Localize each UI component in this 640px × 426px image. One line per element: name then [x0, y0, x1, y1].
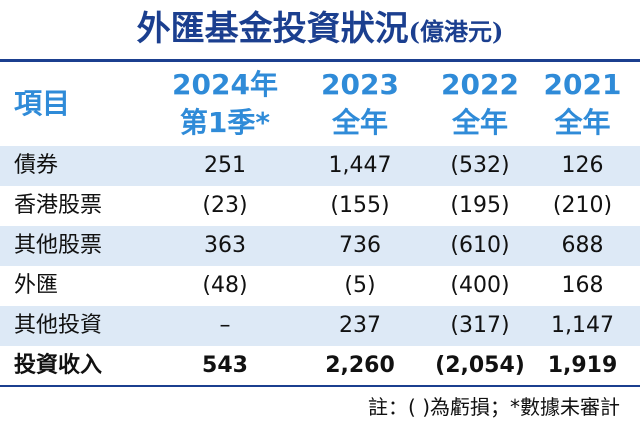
column-header-2022: 2022 全年 [420, 66, 540, 142]
column-header-2024q1: 2024年第1季* [155, 66, 295, 142]
cell-2022: (400) [450, 273, 510, 298]
column-header-2022-line1: 2022 [441, 68, 519, 101]
cell-2023: 1,447 [328, 153, 392, 178]
column-header-2023-line1: 2023 [321, 68, 399, 101]
cell-2023: (155) [330, 193, 390, 218]
cell-2024q1: 251 [204, 153, 246, 178]
cell-2022: (532) [450, 153, 510, 178]
cell-2022: (610) [450, 233, 510, 258]
table-row: 香港股票 (23) (155) (195) (210) [0, 186, 640, 226]
column-header-2022-line2: 全年 [451, 106, 508, 139]
unit-text: (億港元) [408, 17, 504, 46]
column-header-item-text: 項目 [14, 87, 71, 120]
bottom-rule [0, 385, 640, 387]
title-text: 外匯基金投資狀況 [136, 9, 409, 49]
header-band [0, 62, 640, 144]
cell-2021: 168 [561, 273, 604, 298]
table-row: 債券 251 1,447 (532) 126 [0, 146, 640, 186]
cell-2021: 1,147 [551, 313, 614, 338]
table-row-total: 投資收入 543 2,260 (2,054) 1,919 [0, 346, 640, 386]
column-header-2023-line2: 全年 [331, 106, 388, 139]
top-rule [0, 59, 640, 62]
cell-2023: 736 [339, 233, 381, 258]
row-label: 投資收入 [14, 353, 103, 378]
cell-2021: 126 [561, 153, 604, 178]
table-title: 外匯基金投資狀況(億港元) [0, 4, 640, 54]
cell-2024q1: 363 [204, 233, 246, 258]
row-label: 其他股票 [14, 233, 103, 258]
footnote: 註：( )為虧損；*數據未審計 [368, 395, 620, 419]
cell-2021: 688 [561, 233, 604, 258]
table-row: 其他股票 363 736 (610) 688 [0, 226, 640, 266]
cell-2023: 2,260 [325, 353, 395, 378]
cell-2024q1: – [219, 313, 231, 338]
cell-2024q1: (48) [202, 273, 248, 298]
row-label: 債券 [14, 153, 59, 178]
column-header-2024q1-line1: 2024年 [172, 68, 278, 101]
cell-2021: 1,919 [547, 353, 618, 378]
column-header-2021-line1: 2021 [543, 68, 622, 101]
cell-2024q1: (23) [202, 193, 248, 218]
cell-2024q1: 543 [202, 353, 248, 378]
cell-2022: (2,054) [435, 353, 525, 378]
cell-2022: (317) [450, 313, 510, 338]
column-header-2023: 2023 全年 [300, 66, 420, 142]
cell-2023: (5) [344, 273, 376, 298]
cell-2022: (195) [450, 193, 510, 218]
column-header-2024q1-line2: 第1季* [179, 106, 271, 139]
row-label: 香港股票 [14, 193, 103, 218]
column-header-2021: 2021 全年 [525, 66, 640, 142]
cell-2023: 237 [339, 313, 381, 338]
table-row: 其他投資 – 237 (317) 1,147 [0, 306, 640, 346]
row-label: 外匯 [14, 273, 59, 298]
cell-2021: (210) [552, 193, 613, 218]
column-header-item: 項目 [14, 66, 134, 142]
table-row: 外匯 (48) (5) (400) 168 [0, 266, 640, 306]
row-label: 其他投資 [14, 313, 103, 338]
column-header-2021-line2: 全年 [554, 106, 611, 139]
